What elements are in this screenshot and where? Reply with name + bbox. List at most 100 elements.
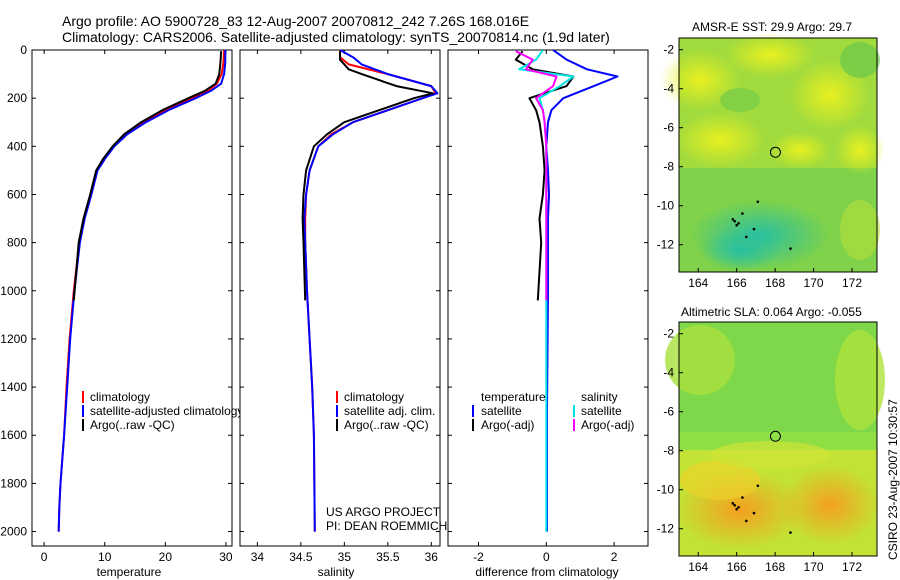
map-x-tick-label: 166 (727, 276, 747, 290)
temperature-legend: climatology satellite-adjusted climatolo… (82, 390, 243, 432)
island-marker (789, 531, 792, 534)
map-y-tick-label: -6 (663, 121, 674, 135)
island-marker (756, 200, 760, 204)
island-marker (737, 221, 740, 225)
legend-swatch-sal-satellite (573, 405, 575, 417)
sst-map-ticks: 164 166 168 170 172 -2 -4 -6 -8 -10 -12 (657, 43, 863, 290)
salinity-depth-ticks (240, 49, 440, 533)
sst-map-coastline (731, 200, 792, 250)
map-y-tick-label: -8 (663, 444, 674, 458)
island-marker (756, 484, 760, 488)
sst-map-panel: AMSR-E SST: 29.9 Argo: 29.7 164 166 168 170… (657, 20, 885, 290)
temperature-axis-ticks: 0 10 20 30 (41, 50, 233, 564)
depth-tick-label: 800 (7, 236, 27, 250)
sla-map-panel: Altimetric SLA: 0.064 Argo: -0.055 164 16… (657, 305, 885, 574)
salinity-plot-frame (239, 49, 441, 547)
map-y-tick-label: -4 (663, 366, 674, 380)
difference-depth-ticks (448, 49, 648, 533)
map-x-tick-label: 170 (804, 560, 824, 574)
depth-tick-label: 1200 (0, 332, 27, 346)
legend-label-satellite-adj: satellite adj. clim. (344, 404, 435, 418)
legend-swatch-temp-satellite (472, 405, 474, 417)
island-marker (735, 223, 738, 227)
pi-label: PI: DEAN ROEMMICH (326, 519, 447, 533)
island-marker (752, 227, 756, 231)
legend-label-satellite-adjusted: satellite-adjusted climatology (90, 404, 243, 418)
depth-axis-ticks: 0 200 400 600 800 1000 1200 1400 1600 1800 2000 (0, 43, 232, 539)
series-line-argo-raw-qc (301, 51, 434, 301)
sst-map-field (660, 33, 885, 272)
map-y-tick-label: -12 (657, 238, 675, 252)
x-tick-label: 2 (611, 550, 618, 564)
legend-label-argo: Argo(..raw -QC) (344, 418, 429, 432)
sst-map-frame (678, 37, 878, 273)
map-y-tick-label: -8 (663, 160, 674, 174)
sla-map-ticks: 164 166 168 170 172 -2 -4 -6 -8 -10 -12 (657, 327, 863, 574)
legend-swatch-satellite (82, 405, 84, 417)
temperature-axis-label: temperature (97, 565, 162, 579)
x-tick-label: 36 (425, 550, 439, 564)
difference-axis-label: difference from climatology (475, 565, 618, 579)
island-marker (744, 235, 748, 239)
temperature-plot-frame (31, 49, 233, 547)
x-tick-label: 0 (543, 550, 550, 564)
map-x-tick-label: 164 (688, 276, 708, 290)
legend-swatch-satellite (336, 405, 338, 417)
map-x-tick-label: 172 (842, 560, 862, 574)
depth-tick-label: 400 (7, 139, 27, 153)
map-x-tick-label: 168 (765, 560, 785, 574)
difference-axis-ticks: -2 0 2 (473, 50, 618, 564)
series-line-argo-raw-qc (72, 51, 223, 301)
series-line-argo-adj (514, 50, 575, 301)
x-tick-label: 0 (41, 550, 48, 564)
island-marker (733, 220, 737, 223)
argo-float-marker (769, 146, 781, 158)
x-tick-label: 34.5 (289, 550, 313, 564)
legend-label-temp-satellite: satellite (481, 404, 522, 418)
legend-swatch-sal-argo (573, 419, 575, 431)
legend-swatch-argo (82, 419, 84, 431)
legend-label-sal-satellite: satellite (581, 404, 622, 418)
island-marker (731, 502, 735, 505)
legend-heading-salinity: salinity (581, 390, 618, 404)
depth-tick-label: 1600 (0, 428, 27, 442)
x-tick-label: 35.5 (376, 550, 400, 564)
island-marker (744, 519, 748, 523)
depth-tick-label: 200 (7, 91, 27, 105)
difference-panel: -2 0 2 difference from climatology tempera… (447, 49, 649, 579)
x-tick-label: 20 (159, 550, 173, 564)
header-line-1: Argo profile: AO 5900728_83 12-Aug-2007 … (62, 13, 529, 29)
depth-tick-label: 1000 (0, 284, 27, 298)
legend-label-argo: Argo(..raw -QC) (90, 418, 175, 432)
legend-label-climatology: climatology (90, 390, 150, 404)
series-line-satellite-adjusted-climatology (57, 50, 227, 532)
island-marker (741, 496, 744, 499)
island-marker (737, 505, 740, 509)
difference-legend: temperature salinity satellite Argo(-adj… (472, 390, 634, 432)
island-marker (741, 212, 744, 215)
legend-label-sal-argo: Argo(-adj) (581, 418, 634, 432)
map-x-tick-label: 172 (842, 276, 862, 290)
salinity-panel: 34 34.5 35 35.5 36 salinity climatology sate… (239, 49, 447, 579)
salinity-axis-ticks: 34 34.5 35 35.5 36 (251, 50, 439, 564)
sla-map-title: Altimetric SLA: 0.064 Argo: -0.055 (681, 305, 862, 319)
legend-label-temp-argo: Argo(-adj) (481, 418, 534, 432)
x-tick-label: 35 (338, 550, 352, 564)
depth-tick-label: 0 (20, 43, 27, 57)
map-x-tick-label: 170 (804, 276, 824, 290)
legend-swatch-argo (336, 419, 338, 431)
salinity-axis-label: salinity (318, 565, 355, 579)
series-line-satellite (545, 50, 619, 532)
temperature-panel: 0 200 400 600 800 1000 1200 1400 1600 1800 2000 0 1… (0, 43, 243, 579)
map-y-tick-label: -10 (657, 199, 675, 213)
sst-map-title: AMSR-E SST: 29.9 Argo: 29.7 (692, 20, 852, 34)
legend-swatch-climatology (82, 391, 84, 403)
x-tick-label: -2 (473, 550, 484, 564)
island-marker (735, 507, 738, 511)
island-marker (733, 504, 737, 507)
legend-swatch-climatology (336, 391, 338, 403)
map-y-tick-label: -12 (657, 522, 675, 536)
map-y-tick-label: -2 (663, 327, 674, 341)
depth-tick-label: 600 (7, 187, 27, 201)
